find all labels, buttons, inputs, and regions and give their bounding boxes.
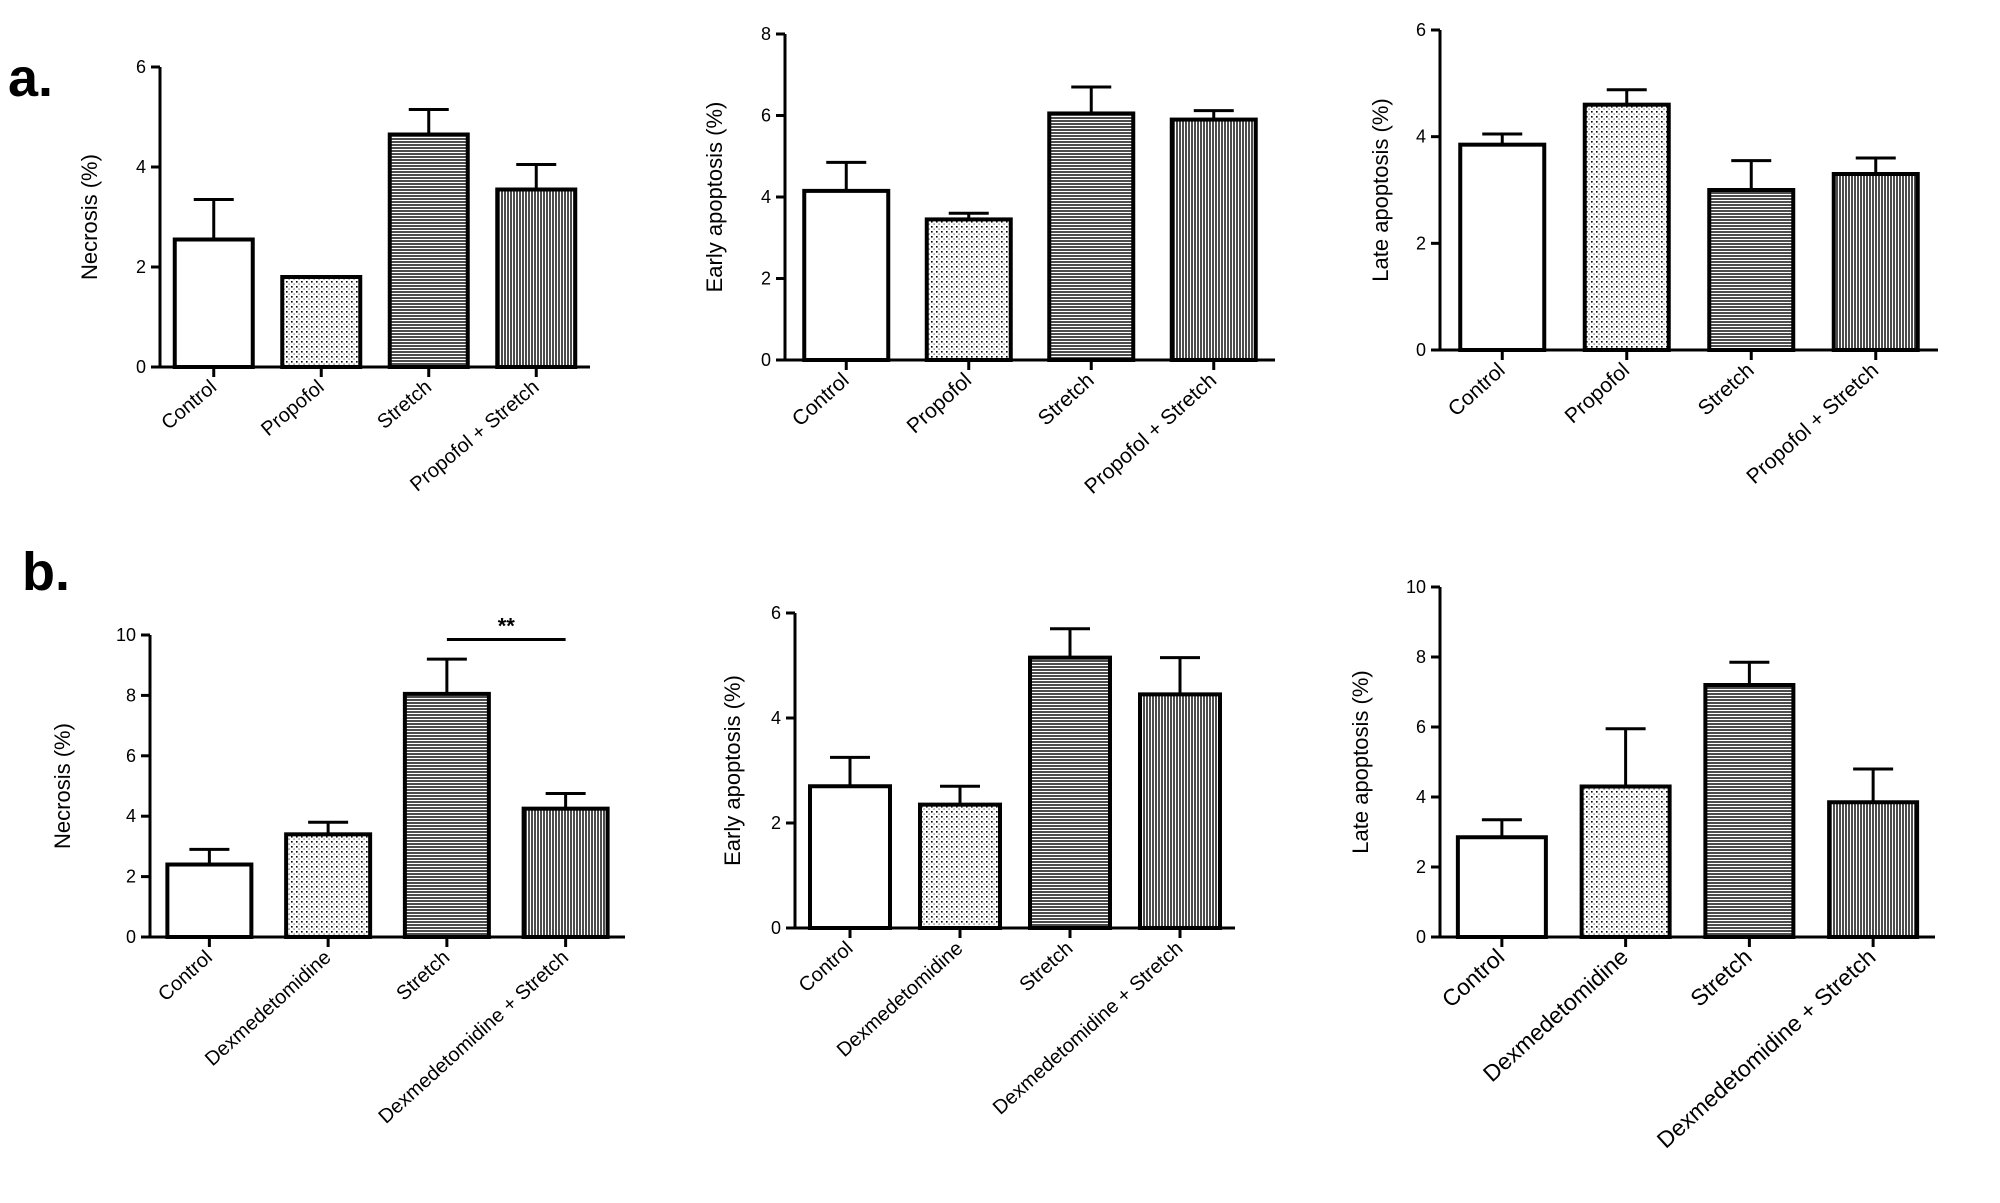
panel-label-a: a.	[8, 48, 53, 108]
y-tick-label: 8	[761, 24, 771, 44]
bar-dexmedetomidine	[284, 832, 373, 940]
bar-control	[802, 188, 891, 362]
category-label: Propofol	[257, 376, 328, 441]
category-label: Stretch	[373, 376, 436, 434]
category-label: Control	[788, 369, 854, 431]
y-tick-label: 2	[1416, 857, 1426, 877]
bar-control	[165, 862, 254, 940]
chart-a-late-apoptosis: 0 2 4 6 Late apoptosis (%) Control Propofol Str…	[1368, 20, 1938, 489]
significance-label: **	[498, 614, 516, 639]
y-tick-label: 0	[1416, 340, 1426, 360]
category-label: Propofol	[903, 369, 977, 438]
category-label: Stretch	[1694, 359, 1759, 421]
y-tick-label: 8	[126, 685, 136, 705]
y-tick-label: 0	[1416, 927, 1426, 947]
chart-b-early-apoptosis: 0 2 4 6 Early apoptosis (%) Control Dexmedetom…	[720, 603, 1235, 1119]
bar-stretch	[1707, 188, 1796, 352]
bar-stretch	[402, 691, 491, 940]
category-label: Control	[1444, 359, 1510, 421]
bar-stretch	[1028, 655, 1112, 930]
y-tick-label: 2	[126, 867, 136, 887]
bar-stretch	[1047, 111, 1136, 363]
bar-propofol	[280, 275, 363, 369]
y-axis-label: Early apoptosis (%)	[720, 675, 745, 866]
panel-label-b: b.	[22, 542, 70, 602]
category-label: Stretch	[1016, 937, 1078, 996]
y-tick-label: 4	[136, 157, 146, 177]
bar-propofol	[1582, 102, 1671, 352]
bar-dexmedetomidine-stretch	[1138, 692, 1222, 930]
y-tick-label: 4	[1416, 787, 1426, 807]
y-tick-label: 2	[771, 813, 781, 833]
y-tick-label: 6	[761, 106, 771, 126]
category-label: Stretch	[1685, 943, 1757, 1011]
bar-control	[1458, 142, 1547, 352]
category-label: Dexmedetomidine + Stretch	[989, 937, 1188, 1119]
y-tick-label: 4	[771, 708, 781, 728]
category-label: Dexmedetomidine + Stretch	[374, 946, 573, 1128]
y-tick-label: 0	[771, 918, 781, 938]
y-tick-label: 6	[1416, 717, 1426, 737]
bar-propofol-stretch	[495, 187, 578, 369]
category-label: Control	[154, 946, 217, 1005]
bar-dexmedetomidine	[918, 802, 1002, 930]
category-label: Stretch	[1034, 369, 1099, 431]
y-tick-label: 10	[1406, 577, 1426, 597]
category-label: Control	[1437, 943, 1510, 1012]
y-tick-label: 4	[126, 806, 136, 826]
y-tick-label: 10	[116, 625, 136, 645]
y-axis-label: Necrosis (%)	[50, 723, 75, 849]
chart-b-late-apoptosis: 0 2 4 6 8 10 Late apoptosis (%) Control Dexmedet…	[1348, 577, 1935, 1153]
y-tick-label: 2	[136, 257, 146, 277]
category-label: Dexmedetomidine + Stretch	[1652, 943, 1881, 1153]
bar-propofol	[924, 217, 1013, 362]
bar-propofol-stretch	[1831, 172, 1920, 352]
chart-a-early-apoptosis: 0 2 4 6 8 Early apoptosis (%) Control Propofol S…	[702, 24, 1275, 499]
y-tick-label: 4	[1416, 127, 1426, 147]
bar-dexmedetomidine-stretch	[521, 806, 610, 940]
y-tick-label: 6	[1416, 20, 1426, 40]
category-label: Stretch	[392, 946, 454, 1005]
y-axis-label: Late apoptosis (%)	[1348, 670, 1373, 853]
category-label: Propofol	[1561, 359, 1635, 428]
bar-stretch	[1703, 683, 1796, 939]
bar-propofol-stretch	[1169, 117, 1258, 362]
y-axis-label: Necrosis (%)	[77, 154, 102, 280]
y-tick-label: 2	[761, 269, 771, 289]
category-label: Control	[157, 376, 221, 434]
category-label: Control	[795, 937, 858, 996]
bar-control	[808, 784, 892, 930]
bar-dexmedetomidine	[1579, 784, 1672, 939]
bar-control	[1455, 835, 1548, 939]
category-label: Propofol + Stretch	[1080, 369, 1221, 499]
y-tick-label: 8	[1416, 647, 1426, 667]
y-tick-label: 0	[126, 927, 136, 947]
category-label: Propofol + Stretch	[1742, 359, 1883, 489]
bar-dexmedetomidine-stretch	[1827, 800, 1920, 939]
category-label: Dexmedetomidine	[201, 946, 336, 1070]
y-axis-label: Late apoptosis (%)	[1368, 98, 1393, 281]
y-axis-label: Early apoptosis (%)	[702, 102, 727, 293]
bar-stretch	[387, 132, 470, 369]
y-tick-label: 2	[1416, 233, 1426, 253]
y-tick-label: 0	[136, 357, 146, 377]
y-tick-label: 6	[136, 57, 146, 77]
y-tick-label: 4	[761, 187, 771, 207]
y-tick-label: 0	[761, 350, 771, 370]
y-tick-label: 6	[771, 603, 781, 623]
bar-control	[172, 237, 255, 369]
y-tick-label: 6	[126, 746, 136, 766]
